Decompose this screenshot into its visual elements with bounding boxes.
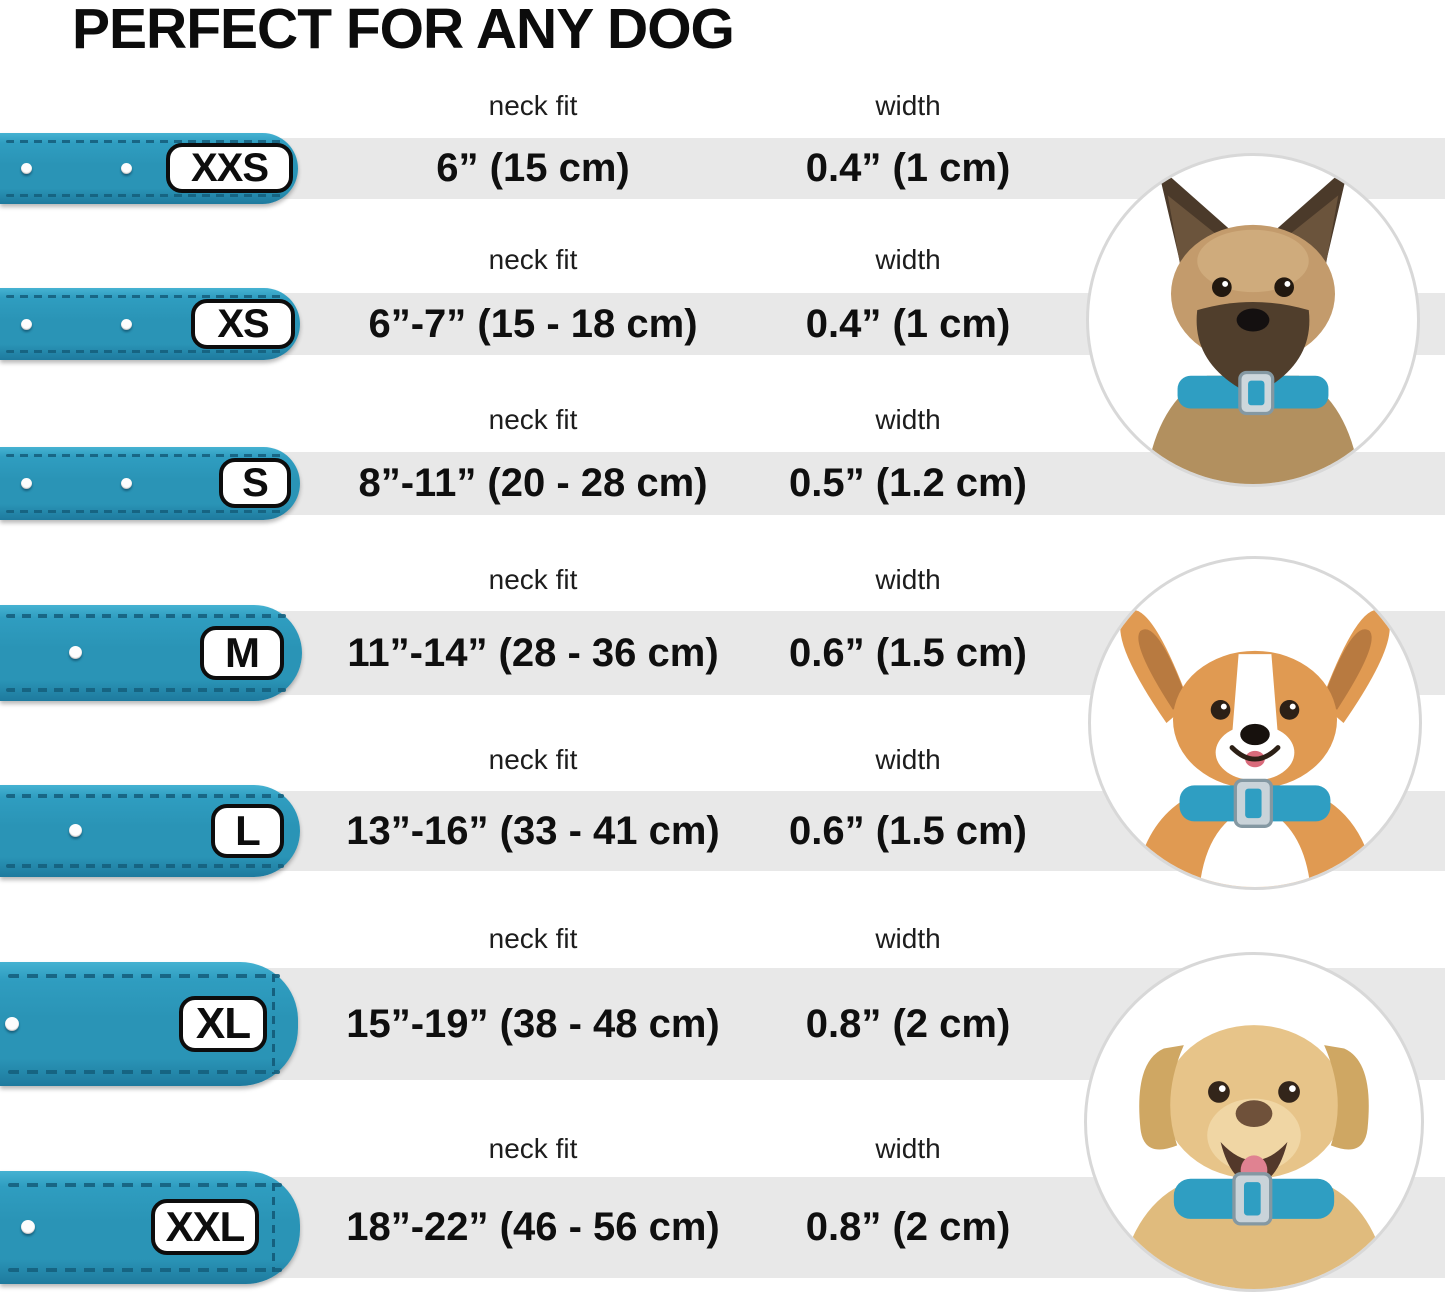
stitch-line — [8, 1183, 282, 1187]
column-header-width: width — [875, 1133, 941, 1164]
collar-hole — [121, 319, 132, 330]
neck-fit-value: 6”-7” (15 - 18 cm) — [368, 302, 698, 346]
column-header-neck-fit: neck fit — [488, 244, 578, 275]
neck-fit-value: 18”-22” (46 - 56 cm) — [346, 1205, 720, 1249]
width-value: 0.8” (2 cm) — [805, 1002, 1011, 1046]
stitch-line — [6, 194, 284, 197]
neck-fit-value: 13”-16” (33 - 41 cm) — [346, 809, 720, 853]
stitch-line — [8, 974, 280, 978]
size-label: XXS — [190, 145, 269, 190]
column-header-width: width — [875, 244, 941, 275]
collar-hole — [69, 824, 82, 837]
dog-photo-terrier — [1086, 153, 1420, 487]
collar-hole — [121, 478, 132, 489]
stitch-line — [6, 688, 286, 692]
collar-hole — [21, 478, 32, 489]
stitch-line — [6, 454, 286, 457]
stitch-line — [6, 614, 286, 618]
size-label: XL — [195, 999, 251, 1048]
size-label: XXL — [165, 1203, 246, 1250]
stitch-line — [6, 794, 284, 798]
collar-strap-graphic: XS — [0, 288, 300, 360]
neck-fit-value: 6” (15 cm) — [436, 146, 630, 190]
stitch-line — [8, 1070, 280, 1074]
stitch-seam — [272, 974, 275, 1074]
collar-strap-graphic: XXL — [0, 1171, 300, 1284]
width-value: 0.6” (1.5 cm) — [789, 809, 1027, 853]
column-header-neck-fit: neck fit — [488, 564, 578, 595]
size-badge: XS — [191, 299, 295, 349]
neck-fit-value: 11”-14” (28 - 36 cm) — [347, 631, 719, 675]
width-value: 0.6” (1.5 cm) — [789, 631, 1027, 675]
collar-strap-graphic: M — [0, 605, 302, 701]
stitch-line — [8, 1268, 282, 1272]
column-header-neck-fit: neck fit — [488, 404, 578, 435]
column-header-width: width — [875, 90, 941, 121]
width-value: 0.5” (1.2 cm) — [789, 461, 1027, 505]
stitch-seam — [272, 1183, 275, 1272]
collar-hole — [21, 319, 32, 330]
column-header-width: width — [875, 564, 941, 595]
collar-strap-graphic: XL — [0, 962, 298, 1086]
collar-hole — [21, 163, 32, 174]
size-badge: L — [211, 804, 284, 858]
width-value: 0.8” (2 cm) — [805, 1205, 1011, 1249]
page-title: PERFECT FOR ANY DOG — [72, 0, 735, 61]
size-label: L — [235, 807, 261, 854]
collar-hole — [5, 1017, 19, 1031]
collar-hole — [121, 163, 132, 174]
size-badge: XXS — [166, 143, 293, 193]
stitch-line — [6, 295, 286, 298]
column-header-neck-fit: neck fit — [488, 923, 578, 954]
size-badge: XL — [179, 996, 267, 1052]
width-value: 0.4” (1 cm) — [805, 302, 1011, 346]
dog-photo-labrador — [1084, 952, 1424, 1292]
width-value: 0.4” (1 cm) — [805, 146, 1011, 190]
size-label: XS — [217, 301, 269, 346]
size-badge: XXL — [151, 1199, 259, 1255]
collar-hole — [21, 1220, 35, 1234]
stitch-line — [6, 864, 284, 868]
stitch-line — [6, 510, 286, 513]
column-header-width: width — [875, 923, 941, 954]
dog-photo-corgi — [1088, 556, 1422, 890]
collar-strap-graphic: XXS — [0, 133, 298, 204]
column-header-width: width — [875, 744, 941, 775]
size-badge: M — [200, 626, 284, 680]
collar-hole — [69, 646, 82, 659]
collar-strap-graphic: S — [0, 447, 300, 520]
column-header-neck-fit: neck fit — [488, 90, 578, 121]
collar-strap-graphic: L — [0, 785, 300, 877]
neck-fit-value: 8”-11” (20 - 28 cm) — [358, 461, 708, 505]
column-header-width: width — [875, 404, 941, 435]
size-label: S — [242, 460, 269, 505]
column-header-neck-fit: neck fit — [488, 1133, 578, 1164]
neck-fit-value: 15”-19” (38 - 48 cm) — [346, 1002, 720, 1046]
stitch-line — [6, 350, 286, 353]
column-header-neck-fit: neck fit — [488, 744, 578, 775]
size-badge: S — [219, 458, 291, 508]
stitch-line — [6, 140, 284, 143]
size-label: M — [225, 629, 260, 676]
